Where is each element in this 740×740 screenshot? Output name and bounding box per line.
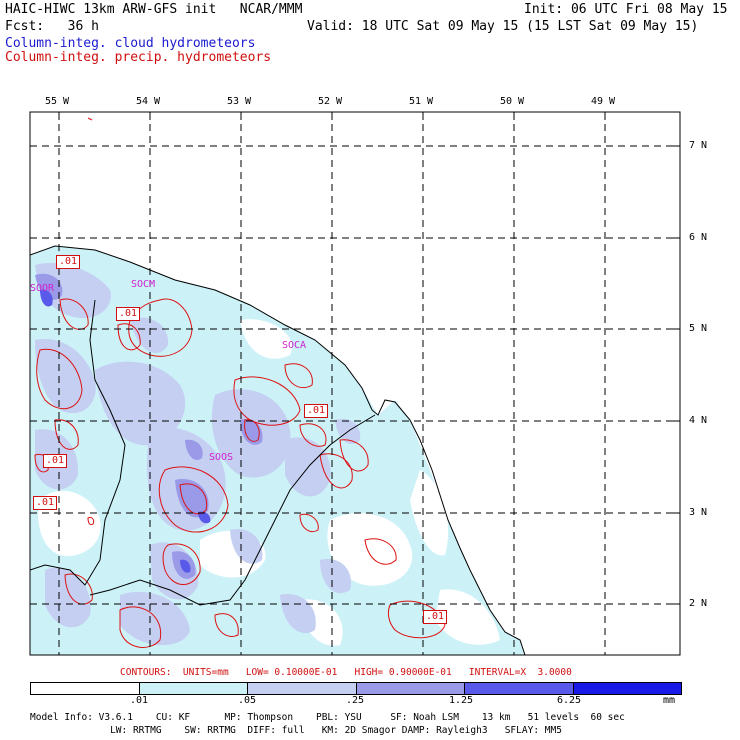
lat-label: 5 N: [689, 323, 708, 334]
colorbar-tick: .01: [130, 695, 149, 706]
valid-time: Valid: 18 UTC Sat 09 May 15 (15 LST Sat …: [307, 19, 699, 34]
contour-value-label: .01: [423, 610, 448, 624]
lon-label: 50 W: [500, 96, 525, 107]
lat-label: 7 N: [689, 140, 708, 151]
colorbar: [30, 682, 682, 695]
lat-label: 4 N: [689, 415, 708, 426]
colorbar-segment: [465, 683, 574, 694]
station-label: SOCM: [131, 279, 156, 290]
lon-label: 52 W: [318, 96, 343, 107]
forecast-hour: Fcst: 36 h: [5, 19, 99, 34]
colorbar-tick: 1.25: [449, 695, 474, 706]
lon-label: 54 W: [136, 96, 161, 107]
lon-label: 49 W: [591, 96, 616, 107]
colorbar-segment: [31, 683, 140, 694]
coastline: [30, 245, 526, 655]
contour-value-label: .01: [116, 307, 141, 321]
lat-label: 2 N: [689, 598, 708, 609]
colorbar-tick: 6.25: [557, 695, 582, 706]
hydrometeor-fill: [30, 246, 525, 655]
colorbar-segment: [139, 683, 248, 694]
colorbar-tick: .25: [346, 695, 365, 706]
map-frame: [29, 111, 681, 656]
title-left: HAIC-HIWC 13km ARW-GFS init NCAR/MMM: [5, 2, 303, 17]
model-info-line2: LW: RRTMG SW: RRTMG DIFF: full KM: 2D Sm…: [30, 725, 562, 736]
init-time: Init: 06 UTC Fri 08 May 15: [524, 2, 728, 17]
frame-ticks: [58, 112, 680, 605]
contour-info: CONTOURS: UNITS=mm LOW= 0.10000E-01 HIGH…: [120, 667, 572, 678]
station-label: SOOR: [30, 283, 55, 294]
contour-value-label: .01: [33, 496, 58, 510]
precip-contours: [34, 117, 446, 648]
contour-value-label: .01: [56, 255, 81, 269]
field-label-precip: Column-integ. precip. hydrometeors: [5, 50, 272, 65]
station-label: SOCA: [282, 340, 307, 351]
contour-value-label: .01: [304, 404, 329, 418]
lat-lon-grid: [30, 112, 680, 655]
lon-label: 51 W: [409, 96, 434, 107]
colorbar-tick: .05: [238, 695, 257, 706]
colorbar-segment: [573, 683, 681, 694]
field-label-cloud: Column-integ. cloud hydrometeors: [5, 36, 256, 51]
lon-label: 53 W: [227, 96, 252, 107]
colorbar-segment: [356, 683, 465, 694]
lat-label: 3 N: [689, 507, 708, 518]
station-label: SOOS: [209, 452, 234, 463]
model-info-line1: Model Info: V3.6.1 CU: KF MP: Thompson P…: [30, 712, 625, 723]
colorbar-unit: mm: [663, 695, 676, 706]
colorbar-segment: [248, 683, 357, 694]
lon-label: 55 W: [45, 96, 70, 107]
lat-label: 6 N: [689, 232, 708, 243]
contour-value-label: .01: [43, 454, 68, 468]
